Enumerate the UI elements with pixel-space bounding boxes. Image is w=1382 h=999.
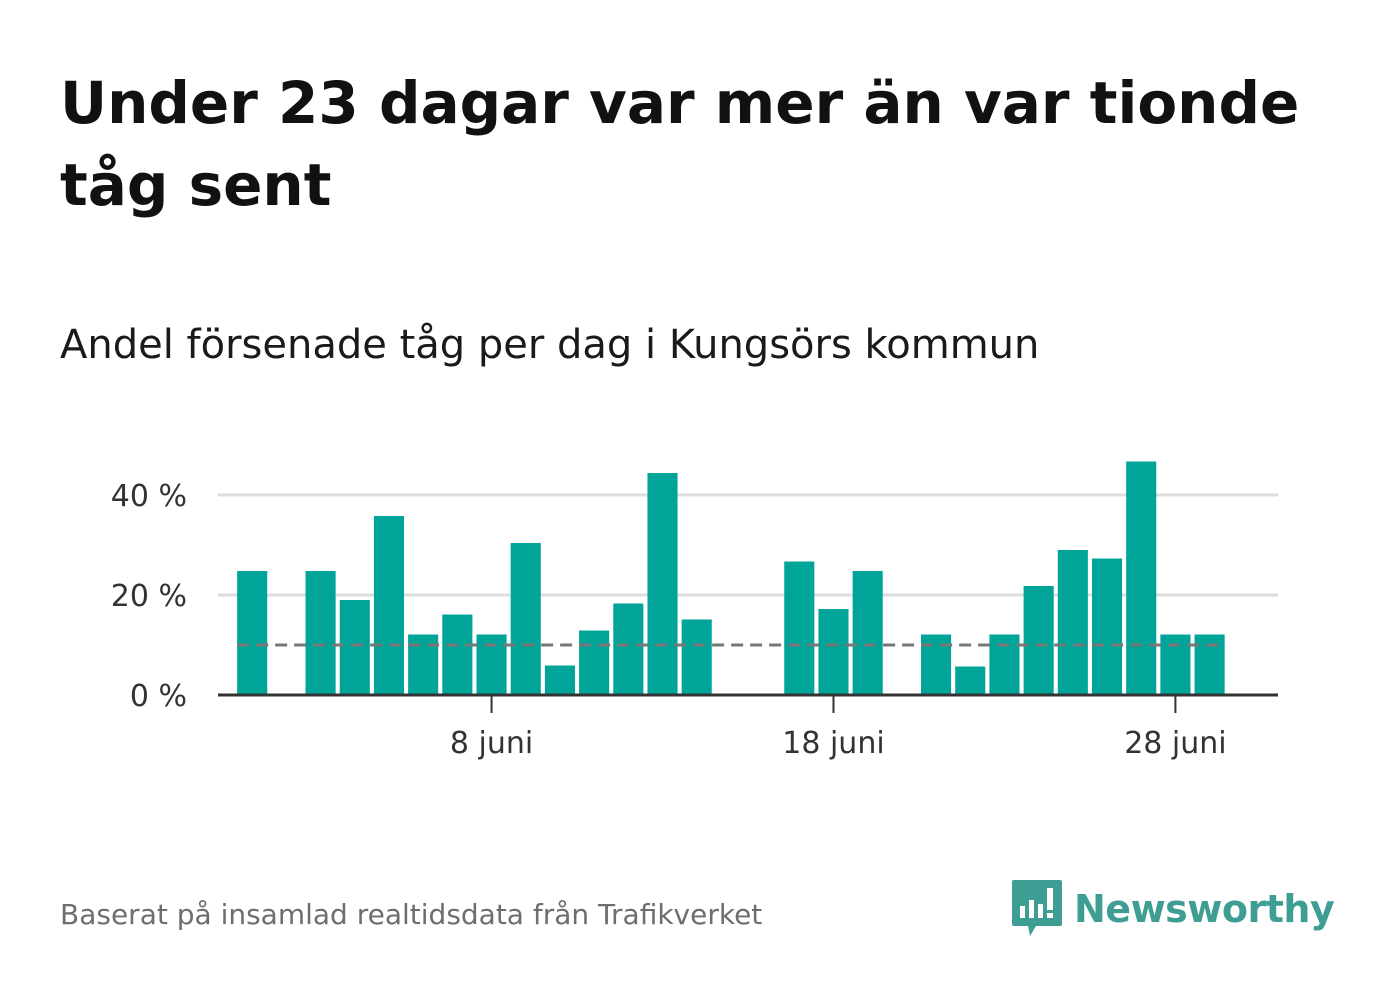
y-tick-label: 20 %: [111, 579, 187, 614]
bar: [305, 571, 336, 695]
bar: [442, 614, 473, 695]
y-tick-label: 40 %: [111, 479, 187, 514]
axes: 0 % 20 % 40 % 8 juni 18 juni 28 juni: [111, 479, 1278, 761]
y-tick-label: 0 %: [130, 679, 187, 714]
bar: [1057, 550, 1088, 695]
bar: [1023, 586, 1054, 695]
x-tick-label: 18 juni: [782, 726, 884, 761]
bar-series: [237, 461, 1225, 695]
bar: [784, 561, 815, 695]
brand-name: Newsworthy: [1074, 887, 1335, 931]
bar-chart: 0 % 20 % 40 % 8 juni 18 juni 28 juni: [111, 461, 1278, 761]
bar: [613, 603, 644, 695]
bar: [852, 571, 883, 695]
bar: [1126, 461, 1157, 695]
x-tick-label: 28 juni: [1124, 726, 1226, 761]
bar: [510, 543, 541, 695]
bar: [955, 666, 986, 695]
bar: [681, 619, 712, 695]
bar: [339, 600, 370, 695]
source-note: Baserat på insamlad realtidsdata från Tr…: [60, 898, 763, 931]
bar: [647, 473, 678, 695]
x-tick-label: 8 juni: [450, 726, 533, 761]
chart-title: Under 23 dagar var mer än var tionde tåg…: [60, 69, 1300, 219]
bar: [544, 665, 575, 695]
chart-subtitle: Andel försenade tåg per dag i Kungsörs k…: [60, 322, 1040, 368]
bar: [237, 571, 268, 695]
newsworthy-logo-icon: [1012, 880, 1062, 936]
bar: [579, 630, 610, 695]
bar: [1091, 558, 1123, 695]
newsworthy-logo: Newsworthy: [1010, 878, 1335, 940]
bar: [818, 609, 849, 695]
bar: [373, 516, 405, 695]
